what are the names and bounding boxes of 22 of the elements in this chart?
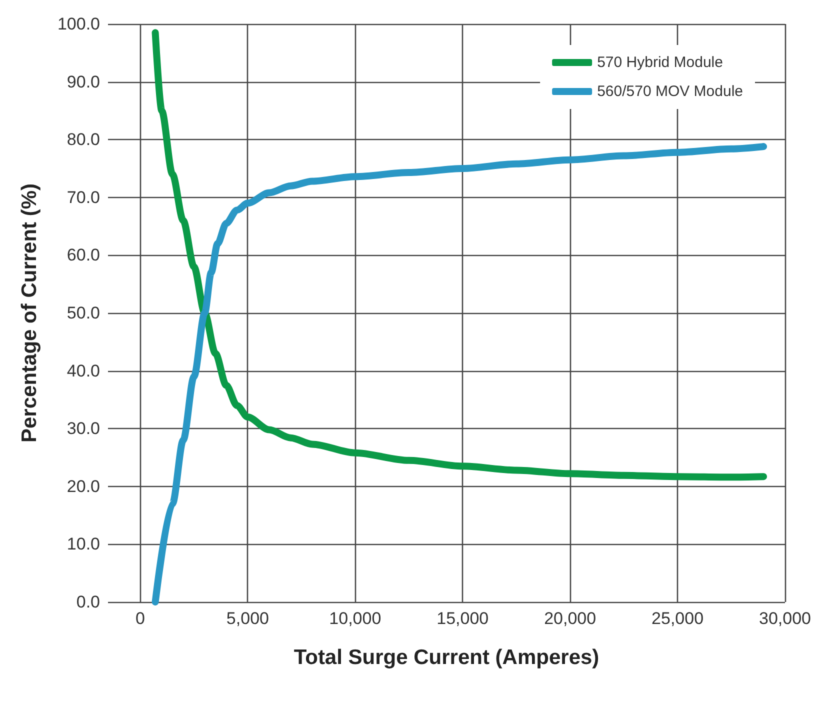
y-tick-label: 70.0 — [66, 188, 100, 207]
y-tick-label: 0.0 — [76, 592, 100, 612]
legend-label: 560/570 MOV Module — [597, 83, 743, 100]
y-tick-label: 30.0 — [66, 419, 100, 438]
x-tick-label: 5,000 — [226, 609, 269, 628]
x-tick-label: 10,000 — [329, 609, 382, 628]
y-tick-label: 50.0 — [66, 304, 100, 322]
y-tick-label: 80.0 — [66, 130, 100, 150]
y-tick-label: 10.0 — [66, 534, 100, 554]
y-tick-label: 40.0 — [66, 361, 100, 380]
x-tick-label: 15,000 — [436, 609, 489, 628]
x-tick-label: 30,000 — [759, 609, 811, 628]
x-tick-label: 20,000 — [544, 609, 596, 628]
y-tick-label: 90.0 — [66, 72, 100, 92]
x-tick-label: 25,000 — [652, 609, 704, 628]
x-tick-label: 0 — [136, 609, 145, 628]
x-axis-title: Total Surge Current (Amperes) — [294, 646, 600, 669]
y-tick-label: 100.0 — [57, 14, 100, 34]
legend-label: 570 Hybrid Module — [597, 54, 723, 71]
y-axis-title: Percentage of Current (%) — [18, 183, 41, 443]
y-tick-label: 20.0 — [66, 476, 100, 496]
y-tick-label: 60.0 — [66, 246, 100, 265]
